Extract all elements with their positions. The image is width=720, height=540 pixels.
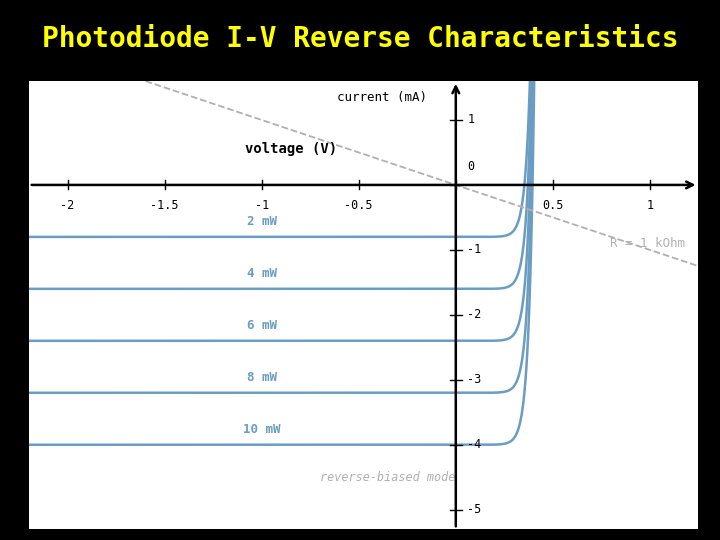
Text: 0.5: 0.5 [542,199,564,212]
Text: 10 mW: 10 mW [243,423,281,436]
Text: 8 mW: 8 mW [247,372,276,384]
Text: current (mA): current (mA) [337,91,427,104]
Text: Photodiode I-V Reverse Characteristics: Photodiode I-V Reverse Characteristics [42,25,678,53]
Text: reverse-biased mode: reverse-biased mode [320,471,456,484]
Text: -3: -3 [467,373,482,386]
Text: 0: 0 [467,160,474,173]
Text: -4: -4 [467,438,482,451]
Text: 6 mW: 6 mW [247,319,276,333]
Text: -1.5: -1.5 [150,199,179,212]
Text: 1: 1 [647,199,654,212]
Text: 2 mW: 2 mW [247,215,276,228]
Text: -2: -2 [60,199,75,212]
Text: -5: -5 [467,503,482,516]
Text: 1: 1 [467,113,474,126]
Text: 4 mW: 4 mW [247,267,276,280]
Text: -1: -1 [255,199,269,212]
Text: voltage (V): voltage (V) [245,141,337,156]
Text: -1: -1 [467,244,482,256]
Text: R = 1 kOhm: R = 1 kOhm [610,237,685,250]
Text: -0.5: -0.5 [344,199,373,212]
Text: -2: -2 [467,308,482,321]
